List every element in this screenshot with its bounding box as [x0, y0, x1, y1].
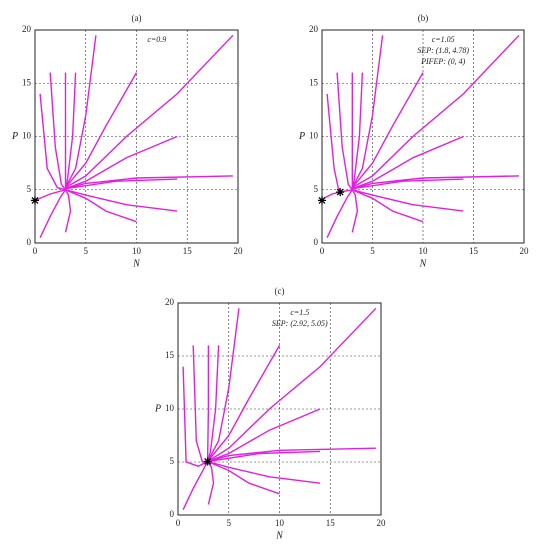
y-tick-label: 10 [22, 131, 32, 141]
plot-frame [321, 29, 525, 244]
trajectory [352, 189, 464, 212]
trajectory [34, 189, 66, 202]
trajectory [64, 189, 72, 233]
x-tick-label: 15 [183, 246, 193, 256]
trajectory [65, 175, 233, 190]
x-tick-label: 0 [33, 246, 38, 256]
trajectory [351, 72, 424, 189]
plot-frame [177, 302, 382, 516]
y-axis-label: P [11, 131, 18, 142]
trajectory [39, 93, 66, 191]
x-axis-label: N [275, 530, 284, 541]
x-tick-label: 10 [419, 246, 429, 256]
trajectory [65, 178, 178, 190]
x-tick-label: 20 [234, 246, 244, 256]
x-tick-label: 0 [176, 518, 181, 528]
x-tick-label: 15 [326, 518, 336, 528]
plot-frame [34, 29, 239, 244]
trajectory [206, 308, 240, 462]
equilibrium-point [31, 196, 39, 205]
trajectory [65, 135, 178, 190]
y-axis-label: P [298, 131, 305, 142]
trajectory [207, 460, 280, 495]
x-axis-label: N [419, 258, 428, 269]
x-tick-label: 15 [469, 246, 479, 256]
trajectory [326, 93, 341, 193]
trajectory [182, 461, 209, 511]
trajectory [207, 447, 376, 463]
trajectory [207, 461, 215, 505]
trajectory [207, 408, 321, 463]
x-tick-label: 10 [275, 518, 285, 528]
chart-title: (c) [275, 286, 285, 296]
trajectory [206, 345, 210, 462]
trajectory [192, 345, 208, 463]
trajectory [207, 460, 321, 484]
trajectory [336, 72, 353, 191]
x-tick-label: 20 [520, 246, 530, 256]
trajectory [351, 189, 359, 233]
equilibrium-point [318, 196, 326, 205]
y-tick-label: 15 [22, 77, 32, 87]
y-tick-label: 0 [314, 237, 319, 247]
y-tick-label: 5 [27, 184, 32, 194]
trajectory [352, 189, 424, 223]
annotation: c=0.9 [147, 35, 166, 44]
trajectory [207, 307, 377, 463]
y-tick-label: 15 [309, 77, 319, 87]
y-tick-label: 20 [165, 297, 175, 307]
trajectory [64, 35, 97, 188]
trajectory [65, 189, 178, 212]
trajectory [64, 72, 138, 189]
trajectory [351, 35, 384, 188]
y-tick-label: 0 [170, 509, 175, 519]
x-tick-label: 5 [370, 246, 375, 256]
trajectory [182, 366, 208, 467]
y-tick-label: 20 [22, 24, 32, 34]
annotation: SEP: (2.92, 5.05) [272, 319, 328, 328]
y-tick-label: 10 [165, 403, 175, 413]
trajectory [326, 189, 353, 238]
chart-title: (a) [132, 13, 142, 23]
equilibrium-point [336, 188, 345, 197]
x-axis-label: N [132, 258, 141, 269]
x-tick-label: 0 [320, 246, 325, 256]
y-tick-label: 0 [27, 237, 32, 247]
trajectory [207, 450, 321, 463]
trajectory [49, 72, 67, 191]
trajectory [351, 72, 364, 189]
trajectory [207, 345, 281, 462]
x-tick-label: 5 [84, 246, 89, 256]
annotation: PIFEP: (0, 4) [420, 57, 466, 66]
x-tick-label: 20 [377, 518, 387, 528]
y-tick-label: 15 [165, 350, 175, 360]
chart-title: (b) [418, 13, 429, 23]
y-tick-label: 20 [309, 24, 319, 34]
x-tick-label: 5 [227, 518, 232, 528]
annotation: c=1.05 [432, 35, 455, 44]
trajectory [352, 178, 464, 190]
trajectory [64, 72, 77, 189]
annotation: SEP: (1.8, 4.78) [417, 46, 469, 55]
y-tick-label: 5 [314, 184, 319, 194]
annotation: c=1.5 [290, 308, 309, 317]
trajectory [352, 175, 520, 190]
x-tick-label: 10 [132, 246, 142, 256]
trajectory [65, 189, 137, 223]
trajectory [352, 135, 464, 190]
trajectory [351, 34, 520, 189]
y-axis-label: P [154, 403, 161, 414]
trajectory [65, 34, 234, 189]
equilibrium-point [203, 457, 212, 466]
y-tick-label: 10 [309, 131, 319, 141]
trajectory [39, 189, 67, 238]
y-tick-label: 5 [170, 456, 175, 466]
trajectory [206, 345, 220, 462]
